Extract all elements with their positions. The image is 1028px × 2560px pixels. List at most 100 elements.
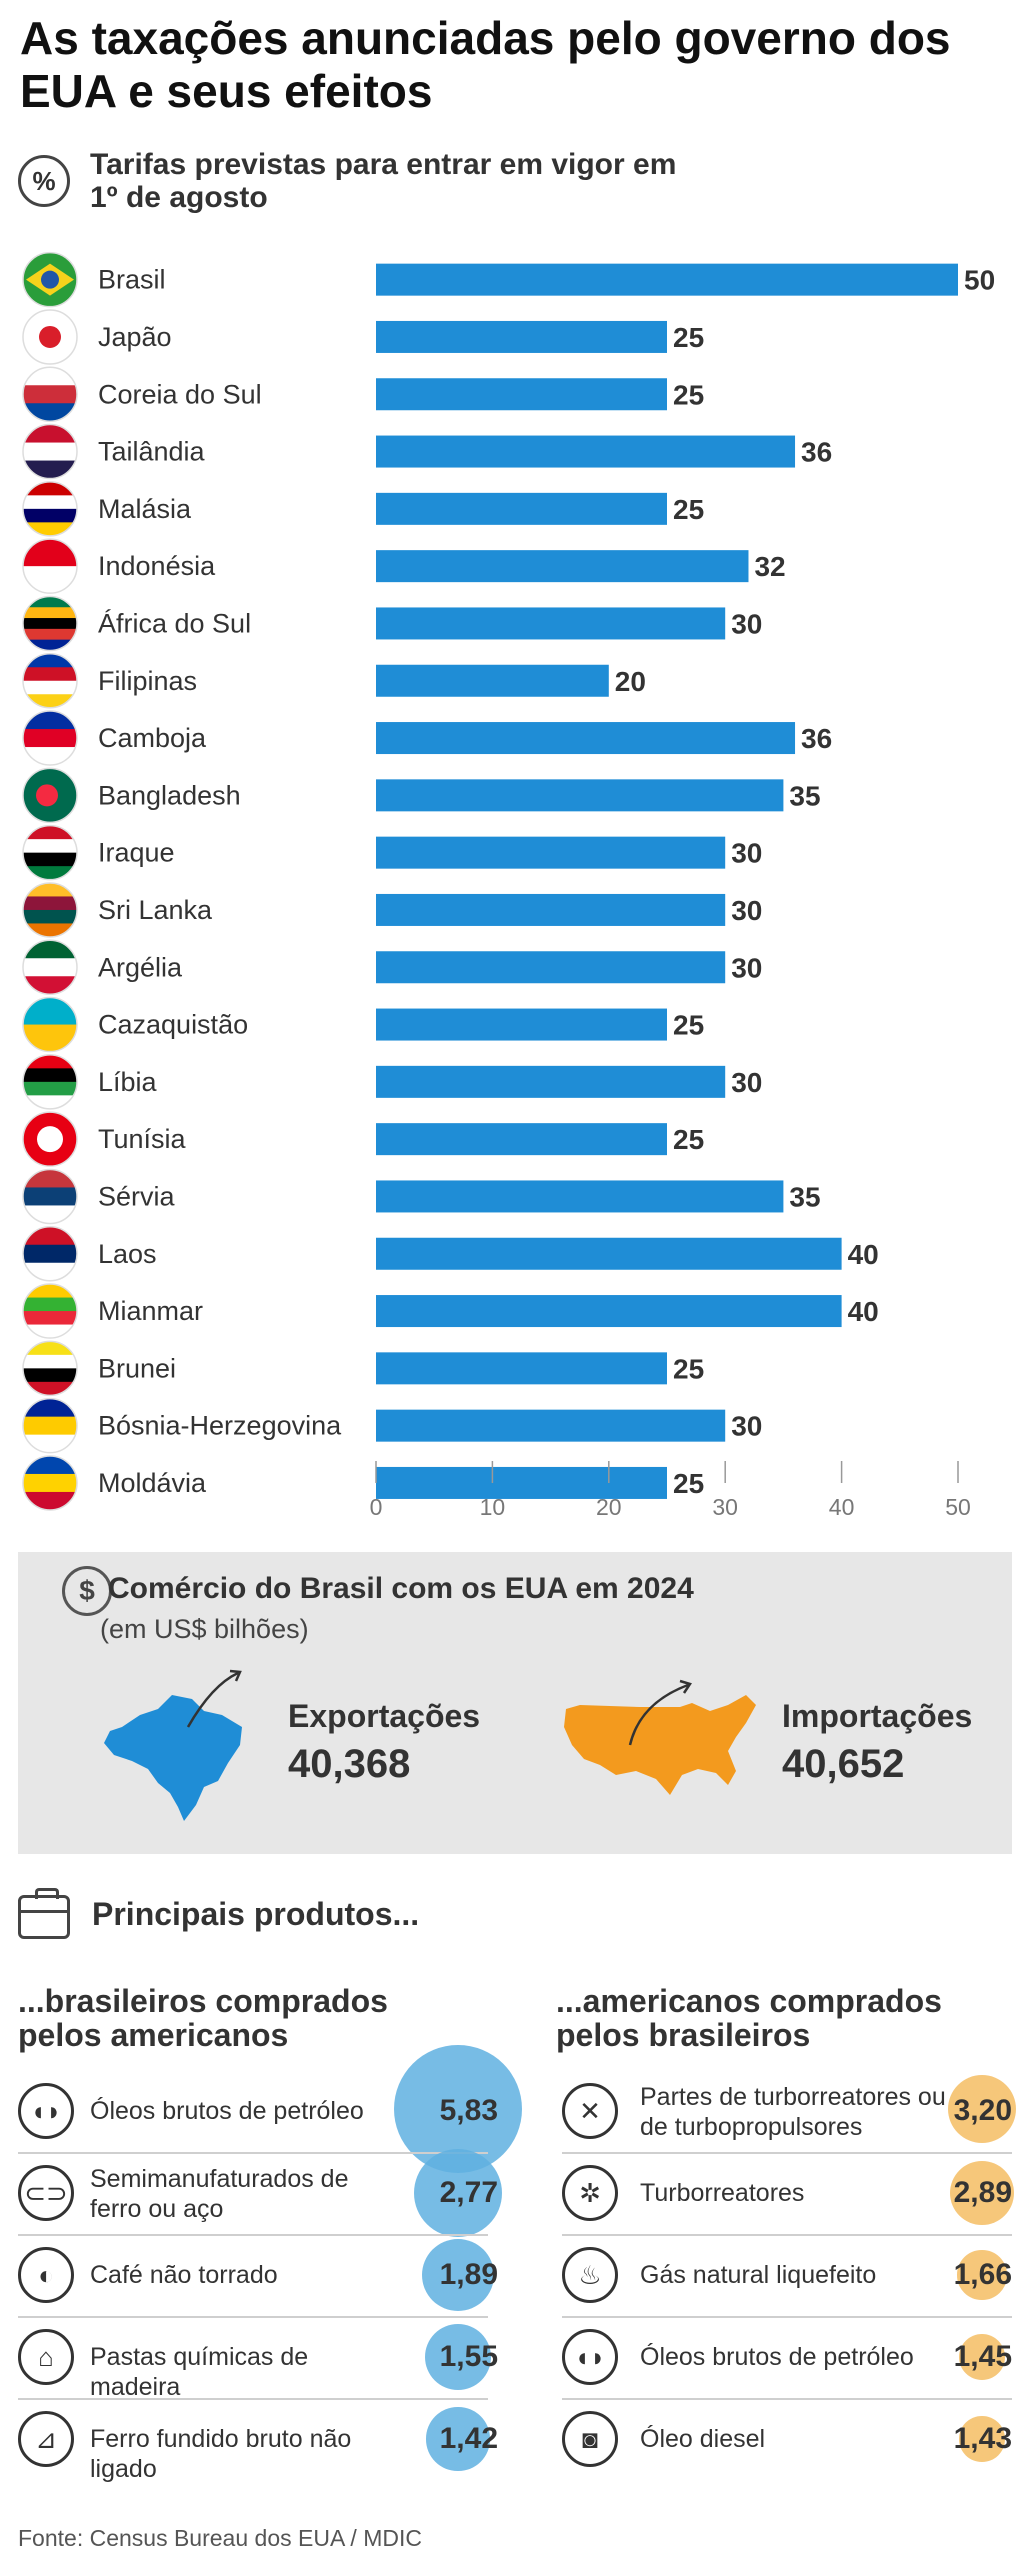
flag-outline — [22, 939, 78, 995]
flag-moldavia-icon — [23, 1455, 77, 1510]
category-label: Indonésia — [98, 551, 216, 581]
bar-malasia — [376, 492, 667, 525]
row-divider — [18, 2398, 488, 2400]
briefcase-icon — [18, 1888, 70, 1939]
bar-bangladesh — [376, 779, 784, 812]
steel-bars-icon: ⊂⊃ — [18, 2165, 74, 2221]
row-divider — [18, 2234, 488, 2236]
bar-bosnia-herzegovina — [376, 1409, 726, 1442]
bar-libia — [376, 1065, 726, 1098]
data-label: 25 — [673, 379, 704, 410]
tariffs-bar-chart: Brasil 50 Japão 25 Coreia do Sul 25 Tailândia 3… — [0, 245, 1028, 1545]
flag-camboja-icon — [23, 711, 77, 766]
value-bubble — [949, 2160, 1015, 2226]
data-label: 30 — [731, 952, 762, 983]
row-divider — [18, 2316, 488, 2318]
source-note: Fonte: Census Bureau dos EUA / MDIC — [18, 2525, 422, 2551]
product-name: Partes de turborreatores ou de turboprop… — [640, 2083, 946, 2141]
value-bubble — [426, 2407, 490, 2471]
category-label: Bangladesh — [98, 780, 241, 810]
category-label: Tailândia — [98, 437, 206, 467]
flag-coreia-do-sul-icon — [23, 367, 77, 422]
category-label: Bósnia-Herzegovina — [98, 1411, 342, 1441]
bar-tailandia — [376, 435, 796, 468]
x-tick-label: 20 — [596, 1494, 622, 1520]
category-label: Cazaquistão — [98, 1010, 248, 1040]
product-value: 3,20 — [953, 2094, 1012, 2127]
flag-outline — [22, 481, 78, 537]
oil-barrel-icon: ◙ — [562, 2411, 618, 2467]
category-label: Iraque — [98, 838, 175, 868]
bar-sri-lanka — [376, 893, 726, 926]
flag-outline — [22, 1455, 78, 1511]
product-name: Semimanufaturados de ferro ou aço — [90, 2165, 349, 2223]
bar-coreia-do-sul — [376, 378, 667, 411]
coffee-beans-icon: ◐ — [18, 2247, 74, 2303]
bar-camboja — [376, 722, 796, 755]
flag-outline — [22, 1397, 78, 1454]
product-name: Turborreatores — [640, 2179, 805, 2207]
value-bubble — [957, 2250, 1007, 2300]
flag-outline — [22, 1340, 78, 1397]
dollar-icon: $ — [62, 1566, 112, 1616]
product-value: 1,43 — [953, 2422, 1012, 2455]
data-label: 30 — [731, 895, 762, 926]
flag-tailandia-icon — [23, 424, 77, 479]
oil-drops-icon: ◖◗ — [562, 2329, 618, 2385]
usa-map-icon — [564, 1679, 756, 1795]
exports-label: Exportações — [288, 1698, 481, 1734]
flag-outline — [22, 653, 78, 709]
product-value: 1,45 — [953, 2340, 1012, 2373]
flag-outline — [22, 767, 78, 824]
flag-outline — [22, 1054, 78, 1110]
flag-outline — [22, 1226, 78, 1282]
product-name: Óleos brutos de petróleo — [640, 2343, 914, 2371]
oil-drops-icon: ◖◗ — [18, 2083, 74, 2139]
flag-outline — [22, 710, 78, 766]
data-label: 30 — [731, 838, 762, 869]
category-label: Camboja — [98, 723, 207, 753]
value-bubble — [421, 2238, 495, 2312]
data-label: 36 — [801, 723, 832, 754]
imports-value: 40,652 — [782, 1742, 905, 1786]
category-label: Japão — [98, 322, 172, 352]
flag-outline — [22, 996, 78, 1053]
category-label: Filipinas — [98, 666, 197, 696]
x-tick-label: 10 — [480, 1494, 506, 1520]
bar-argelia — [376, 951, 726, 984]
flag-outline — [22, 1283, 78, 1339]
category-label: Brunei — [98, 1353, 176, 1383]
category-label: Coreia do Sul — [98, 379, 262, 409]
data-label: 25 — [673, 322, 704, 353]
x-tick-label: 0 — [370, 1494, 383, 1520]
flag-outline — [22, 595, 78, 652]
product-value: 1,42 — [439, 2422, 498, 2455]
data-label: 25 — [673, 1468, 704, 1499]
flag-africa-do-sul-icon — [23, 596, 77, 651]
bar-brasil — [376, 263, 958, 296]
category-label: Tunísia — [98, 1124, 187, 1154]
data-label: 25 — [673, 1124, 704, 1155]
bar-laos — [376, 1237, 842, 1270]
category-label: Sérvia — [98, 1181, 176, 1211]
tools-icon: ✕ — [562, 2083, 618, 2139]
category-label: Malásia — [98, 494, 192, 524]
bar-brunei — [376, 1352, 667, 1385]
category-label: Laos — [98, 1239, 157, 1269]
flag-outline — [22, 1111, 78, 1167]
value-bubble — [425, 2324, 491, 2390]
flag-outline — [22, 1168, 78, 1225]
product-name: Óleos brutos de petróleo — [90, 2097, 364, 2125]
flag-servia-icon — [23, 1169, 77, 1224]
gear-icon: ✲ — [562, 2165, 618, 2221]
category-label: África do Sul — [98, 608, 251, 638]
flag-bangladesh-icon — [23, 768, 77, 823]
category-label: Argélia — [98, 952, 183, 982]
row-divider — [562, 2316, 1012, 2318]
bar-servia — [376, 1180, 784, 1213]
product-value: 2,77 — [439, 2176, 498, 2209]
value-bubble — [959, 2416, 1005, 2462]
page-title: As taxações anunciadas pelo governo dos … — [20, 12, 951, 117]
data-label: 20 — [615, 666, 646, 697]
product-value: 2,89 — [953, 2176, 1012, 2209]
